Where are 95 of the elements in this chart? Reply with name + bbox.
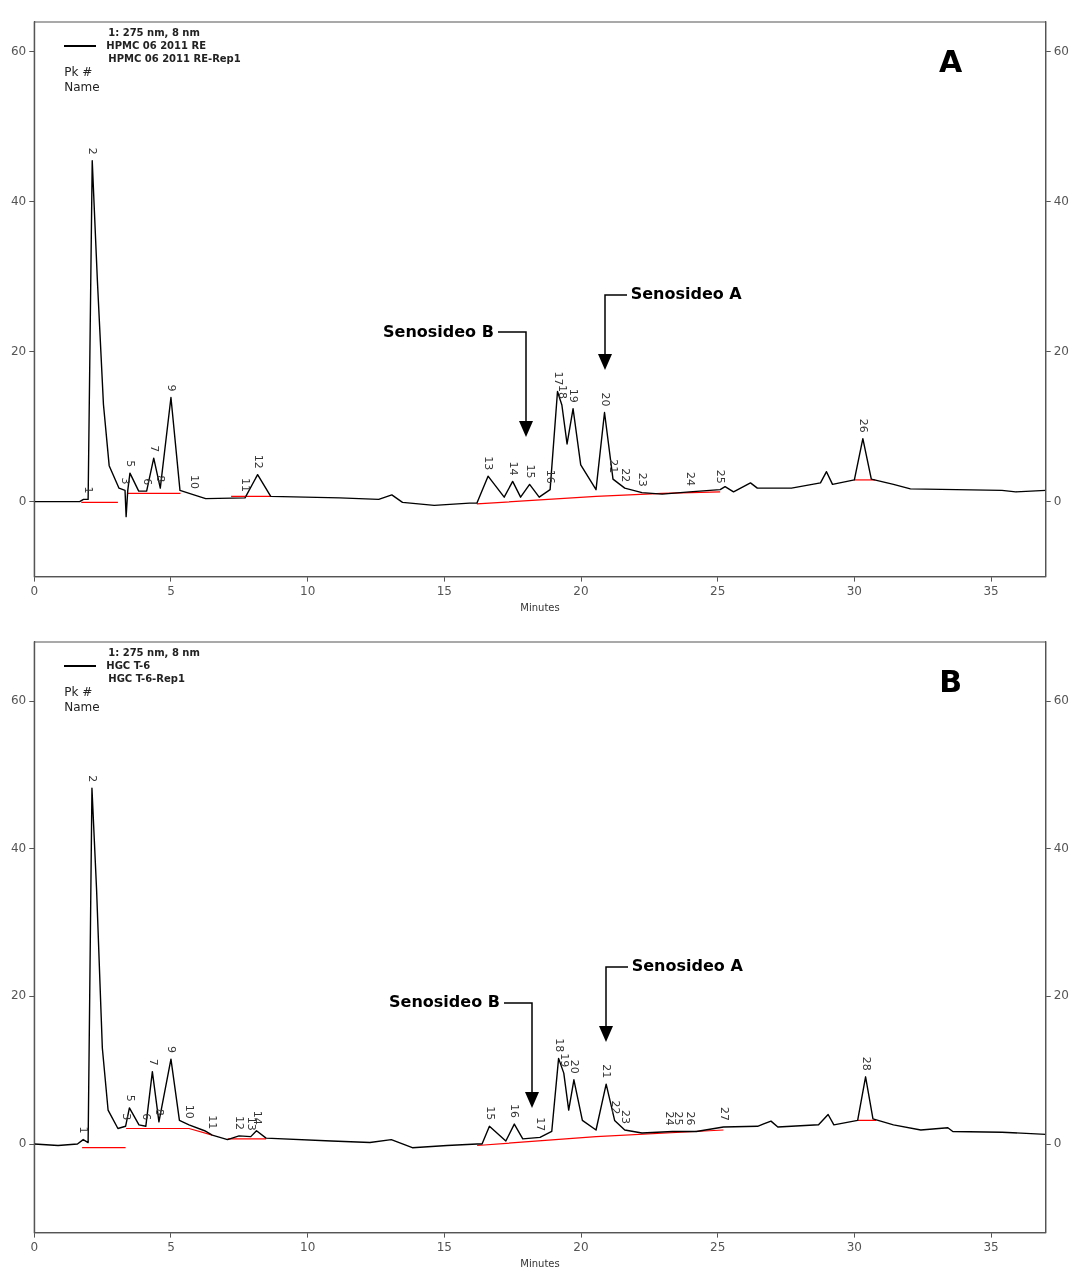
annotation: 14 xyxy=(506,461,520,476)
annotation: 1 xyxy=(77,1126,91,1134)
annotation: 12 xyxy=(251,454,265,469)
x-tick-label: 5 xyxy=(167,1239,175,1254)
annotation: 19 xyxy=(557,1053,571,1068)
annotation: 9 xyxy=(165,384,179,392)
annotation: 13 xyxy=(482,456,496,471)
annotation: 7 xyxy=(146,1058,160,1066)
annotation: Senosideo A xyxy=(631,956,744,976)
y-tick-label: 60 xyxy=(10,44,27,59)
annotation: 26 xyxy=(684,1111,698,1126)
annotation: 3 xyxy=(119,477,133,485)
y-tick-label: 20 xyxy=(10,343,27,358)
y-tick-label: 60 xyxy=(10,693,27,708)
annotation: 5 xyxy=(123,1094,137,1102)
annotation: 10 xyxy=(183,1104,197,1119)
x-axis-title: Minutes xyxy=(520,601,560,613)
annotation: 5 xyxy=(124,460,138,468)
annotation: Name xyxy=(64,700,100,715)
y-tick-label: 0 xyxy=(18,493,27,508)
y2-tick-label: 60 xyxy=(1053,693,1070,708)
x-tick-label: 20 xyxy=(573,1239,589,1254)
annotation: Name xyxy=(64,80,100,95)
x-tick-label: 0 xyxy=(30,1239,39,1254)
annotation: 25 xyxy=(714,469,728,484)
annotation: 22 xyxy=(618,468,632,483)
y2-tick-label: 0 xyxy=(1053,493,1062,508)
annotation: 15 xyxy=(523,464,537,479)
y2-tick-label: 40 xyxy=(1053,840,1070,855)
y2-tick-label: 20 xyxy=(1053,343,1070,358)
annotation: 11 xyxy=(239,477,253,492)
x-tick-label: 35 xyxy=(983,1239,999,1254)
x-tick-label: 30 xyxy=(846,583,863,598)
legend-title: 1: 275 nm, 8 nm xyxy=(108,646,200,659)
annotation: 2 xyxy=(86,147,100,155)
y2-tick-label: 20 xyxy=(1053,988,1070,1003)
annotation: Pk # xyxy=(64,685,93,700)
annotation: 18 xyxy=(552,1038,566,1053)
annotation: 21 xyxy=(600,1064,614,1079)
annotation: Pk # xyxy=(64,65,93,80)
text: A xyxy=(939,43,964,79)
text: B xyxy=(939,663,963,699)
annotation: 18 xyxy=(556,384,570,399)
annotation: 15 xyxy=(483,1106,497,1121)
x-tick-label: 20 xyxy=(573,583,589,598)
annotation: 7 xyxy=(147,445,161,453)
x-axis-title: Minutes xyxy=(520,1257,560,1269)
x-tick-label: 25 xyxy=(710,583,726,598)
annotation: 21 xyxy=(607,459,621,474)
annotation: 23 xyxy=(636,472,650,487)
annotation: 28 xyxy=(859,1056,873,1071)
annotation: 24 xyxy=(683,471,697,486)
x-tick-label: 10 xyxy=(300,583,316,598)
y-tick-label: 40 xyxy=(10,840,27,855)
annotation: 17 xyxy=(534,1117,548,1132)
x-tick-label: 15 xyxy=(436,583,452,598)
x-tick-label: 0 xyxy=(30,583,39,598)
x-tick-label: 5 xyxy=(167,583,175,598)
annotation: 9 xyxy=(165,1046,179,1054)
annotation: 16 xyxy=(508,1104,522,1119)
y-tick-label: 20 xyxy=(10,988,27,1003)
annotation: 20 xyxy=(568,1059,582,1074)
x-tick-label: 35 xyxy=(983,583,999,598)
annotation: HPMC 06 2011 RE-Rep1 xyxy=(108,52,241,65)
annotation: 24 xyxy=(662,1111,676,1126)
annotation: HGC T-6-Rep1 xyxy=(108,672,185,685)
annotation: 16 xyxy=(544,469,558,484)
legend-title: 1: 275 nm, 8 nm xyxy=(108,26,200,39)
legend-label: HPMC 06 2011 RE xyxy=(106,39,206,52)
annotation: 17 xyxy=(551,371,565,386)
annotation: 3 xyxy=(119,1113,133,1121)
legend-label: HGC T-6 xyxy=(106,659,151,672)
x-tick-label: 10 xyxy=(300,1239,316,1254)
annotation: Senosideo A xyxy=(630,284,743,304)
annotation: 2 xyxy=(86,775,100,783)
annotation: 22 xyxy=(608,1100,622,1115)
x-tick-label: 30 xyxy=(846,1239,863,1254)
y2-tick-label: 40 xyxy=(1053,194,1070,208)
x-tick-label: 15 xyxy=(436,1239,452,1254)
y2-tick-label: 0 xyxy=(1053,1136,1062,1151)
annotation: 19 xyxy=(567,388,581,403)
x-tick-label: 25 xyxy=(710,1239,726,1254)
annotation: 12 xyxy=(233,1115,247,1130)
annotation: 8 xyxy=(154,475,168,483)
y-tick-label: 40 xyxy=(10,194,27,208)
annotation: 11 xyxy=(206,1115,220,1130)
y-tick-label: 0 xyxy=(18,1136,27,1151)
annotation: 10 xyxy=(188,474,202,489)
annotation: Senosideo B xyxy=(389,992,500,1012)
annotation: Senosideo B xyxy=(383,321,494,341)
annotation: 20 xyxy=(598,392,612,407)
annotation: 27 xyxy=(717,1107,731,1122)
annotation: 1 xyxy=(82,486,96,494)
y2-tick-label: 60 xyxy=(1053,44,1070,59)
annotation: 26 xyxy=(856,418,870,433)
